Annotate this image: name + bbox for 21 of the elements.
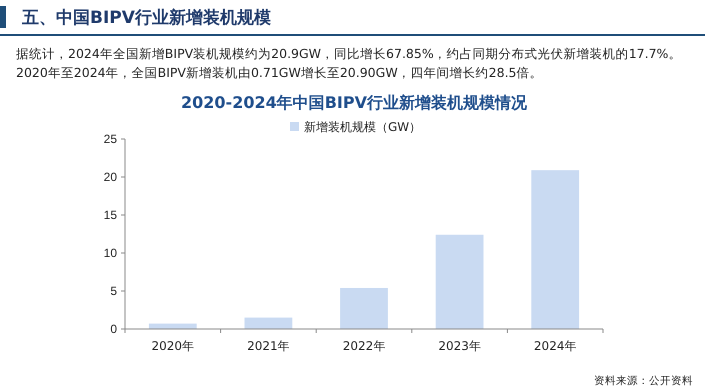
y-tick-label: 15 — [104, 208, 118, 222]
chart-title: 2020-2024年中国BIPV行业新增装机规模情况 — [181, 93, 528, 112]
legend-label: 新增装机规模（GW） — [304, 120, 422, 134]
x-tick-label: 2021年 — [247, 339, 290, 353]
x-tick-label: 2024年 — [534, 339, 576, 353]
y-tick-label: 10 — [104, 246, 118, 260]
y-tick-label: 0 — [110, 322, 118, 336]
text: 据统计，2024年全国新增BIPV装机规模约为20.9GW，同比增长67.85%，约占同期分布式光伏新增装机的17.7%。2020年至2024年，全国BIPV新增装机由0.71GW增长至20.90GW，四年间增长约28.5倍。 — [16, 45, 682, 82]
bar — [531, 170, 580, 329]
text: 资料来源：公开资料 — [594, 374, 693, 388]
y-tick-label: 20 — [104, 170, 118, 184]
x-tick-label: 2020年 — [152, 339, 194, 353]
x-tick-label: 2022年 — [342, 339, 386, 353]
y-tick-label: 25 — [104, 132, 118, 146]
header: 五、中国BIPV行业新增装机规模 — [22, 7, 271, 29]
bar — [148, 324, 197, 329]
x-tick-label: 2023年 — [438, 339, 481, 353]
y-tick-label: 5 — [110, 284, 118, 298]
bar — [244, 318, 292, 329]
bar — [436, 234, 484, 329]
bar — [340, 288, 388, 329]
